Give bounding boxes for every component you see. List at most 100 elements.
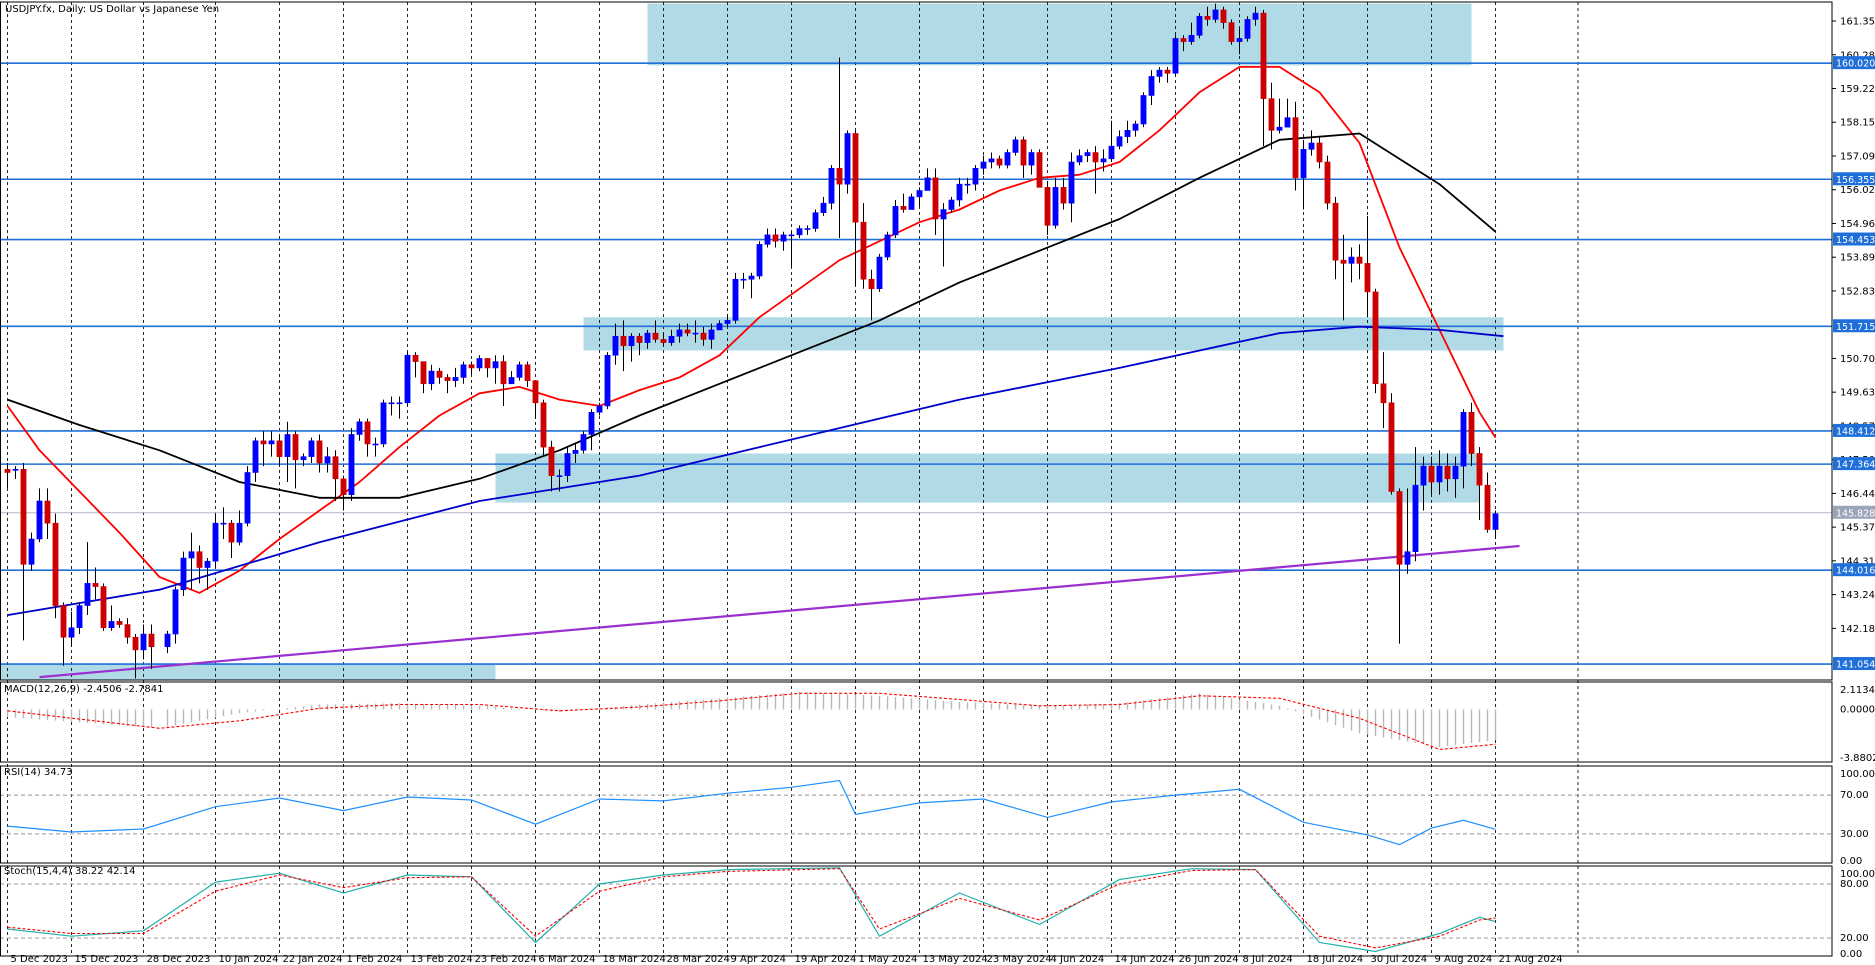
candle xyxy=(1044,181,1051,235)
candle xyxy=(1076,149,1083,166)
candle-body xyxy=(436,370,443,378)
rsi-axis-label: 100.00 xyxy=(1840,769,1875,780)
candle-body xyxy=(668,335,675,343)
candle xyxy=(124,618,131,644)
candle xyxy=(420,361,427,394)
candle xyxy=(300,453,307,467)
candle xyxy=(172,586,179,644)
candle-body xyxy=(652,332,659,340)
price-axis-label: 154.960 xyxy=(1840,219,1875,230)
stoch-axis-label: 0.00 xyxy=(1840,949,1862,960)
candle-body xyxy=(492,361,499,369)
candle-body xyxy=(292,434,299,461)
price-axis-label: 160.285 xyxy=(1840,50,1875,61)
candle xyxy=(484,358,491,378)
candle-body xyxy=(1324,161,1331,204)
candle xyxy=(1156,66,1163,83)
candle-body xyxy=(988,158,995,163)
candle-body xyxy=(396,402,403,405)
candle xyxy=(940,203,947,267)
candle xyxy=(932,168,939,235)
candle-body xyxy=(700,332,707,340)
candle xyxy=(1412,447,1419,562)
candle xyxy=(460,361,467,384)
candle xyxy=(652,320,659,343)
candle xyxy=(772,228,779,248)
candle xyxy=(1396,488,1403,644)
candle xyxy=(244,466,251,527)
candle-body xyxy=(500,361,507,385)
candle-body xyxy=(1012,139,1019,153)
pane-frame xyxy=(0,681,1833,763)
candle xyxy=(84,542,91,616)
candle xyxy=(924,168,931,191)
candle xyxy=(540,399,547,457)
candle-body xyxy=(196,551,203,568)
candle xyxy=(1484,472,1491,533)
candle xyxy=(388,396,395,416)
date-axis-label: 30 Jul 2024 xyxy=(1371,954,1428,965)
candle xyxy=(76,602,83,635)
candle xyxy=(716,320,723,331)
candle xyxy=(308,437,315,463)
candle xyxy=(468,361,475,375)
candle-body xyxy=(908,196,915,210)
candle-body xyxy=(1412,484,1419,552)
candle-body xyxy=(804,228,811,230)
candle-body xyxy=(1492,513,1499,530)
level-price-label: 147.364 xyxy=(1836,460,1875,471)
date-axis-label: 1 Feb 2024 xyxy=(347,954,403,965)
candle-body xyxy=(44,500,51,524)
candle xyxy=(1036,149,1043,188)
candle xyxy=(764,228,771,248)
date-axis-label: 9 Apr 2024 xyxy=(731,954,786,965)
candle-body xyxy=(996,158,1003,166)
candle-body xyxy=(828,168,835,204)
candle xyxy=(220,507,227,540)
candle xyxy=(860,203,867,289)
candle-body xyxy=(468,364,475,369)
candle-body xyxy=(820,202,827,213)
candle xyxy=(1420,456,1427,511)
candle-body xyxy=(756,244,763,277)
candle xyxy=(100,583,107,631)
candle xyxy=(132,634,139,679)
stoch-axis-label: 100.00 xyxy=(1840,869,1875,880)
candle-body xyxy=(1372,291,1379,385)
candle-body xyxy=(1076,155,1083,163)
candle-body xyxy=(1228,22,1235,42)
candle xyxy=(340,475,347,511)
date-axis-label: 14 Jun 2024 xyxy=(1115,954,1175,965)
price-axis-label: 143.245 xyxy=(1840,590,1875,601)
candle xyxy=(748,272,755,299)
candle-body xyxy=(380,402,387,445)
candle-body xyxy=(332,456,339,480)
candle-body xyxy=(660,339,667,343)
candle-body xyxy=(1308,142,1315,150)
candle-body xyxy=(1172,38,1179,74)
candle xyxy=(780,231,787,251)
candle xyxy=(532,380,539,419)
candle-body xyxy=(1212,9,1219,20)
candle xyxy=(1212,3,1219,23)
candle xyxy=(852,130,859,286)
candle xyxy=(1068,152,1075,223)
candle-body xyxy=(1300,149,1307,179)
candle-body xyxy=(164,633,171,648)
date-axis-label: 21 Aug 2024 xyxy=(1499,954,1563,965)
price-axis-label: 149.635 xyxy=(1840,388,1875,399)
candle-body xyxy=(732,278,739,321)
candle xyxy=(708,323,715,349)
candle-body xyxy=(524,364,531,381)
candle-body xyxy=(1132,123,1139,131)
candle xyxy=(380,399,387,448)
candle xyxy=(1284,98,1291,128)
candle xyxy=(1092,146,1099,194)
candle-body xyxy=(628,335,635,347)
candle xyxy=(1060,177,1067,210)
candle xyxy=(684,323,691,337)
candle xyxy=(164,630,171,654)
candle xyxy=(900,193,907,213)
candle xyxy=(236,510,243,546)
